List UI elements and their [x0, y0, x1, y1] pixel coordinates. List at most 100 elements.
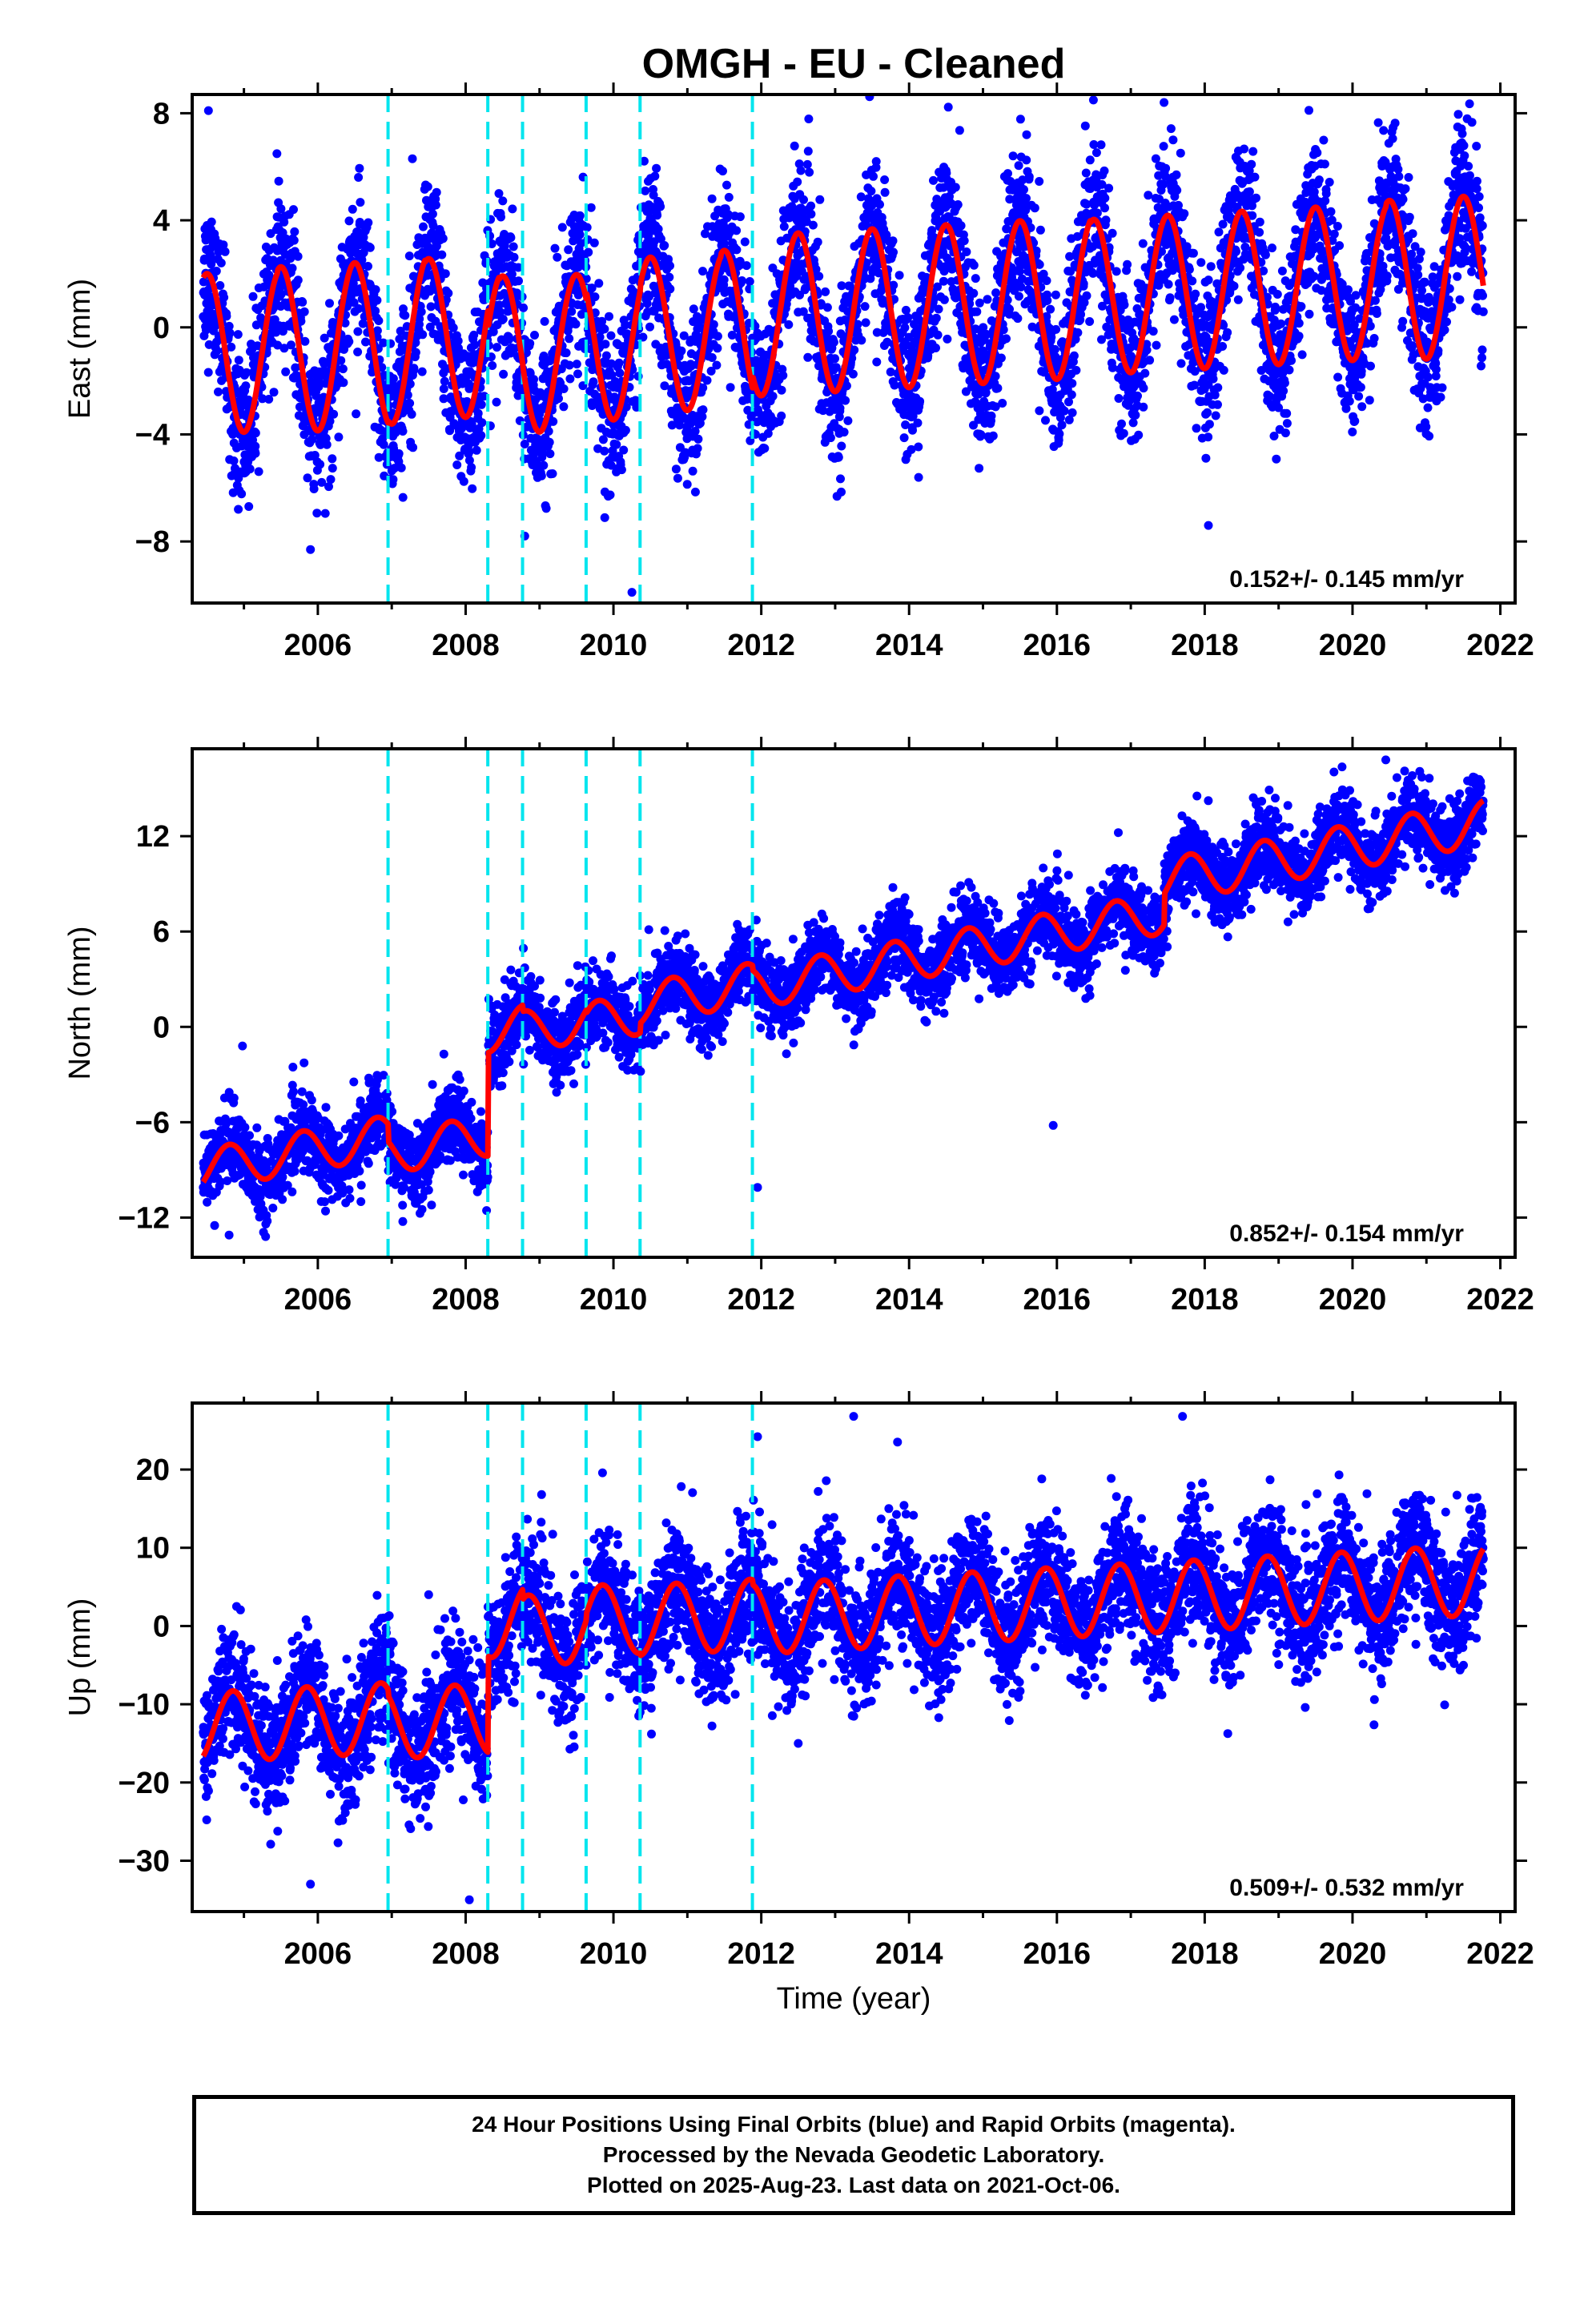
- data-point: [1287, 356, 1296, 365]
- data-point: [1280, 428, 1290, 438]
- data-point: [339, 378, 348, 388]
- data-point: [211, 267, 221, 275]
- data-point: [573, 369, 582, 379]
- data-point: [805, 167, 814, 177]
- data-point: [344, 337, 354, 346]
- data-point: [621, 320, 630, 330]
- data-point: [793, 177, 802, 187]
- data-point: [439, 384, 448, 393]
- data-points: [199, 94, 1488, 597]
- data-point: [476, 400, 486, 409]
- data-point: [505, 335, 514, 344]
- data-point: [1014, 292, 1023, 301]
- data-point: [437, 250, 447, 259]
- data-point: [1172, 186, 1182, 195]
- data-point: [875, 199, 884, 209]
- data-point: [473, 408, 483, 418]
- data-point: [664, 255, 673, 264]
- data-point: [953, 200, 963, 209]
- data-point: [777, 385, 786, 395]
- data-point: [1035, 259, 1044, 269]
- data-point: [258, 394, 267, 404]
- data-point: [264, 395, 274, 404]
- data-point: [689, 304, 698, 314]
- data-point: [653, 224, 663, 234]
- data-point: [888, 236, 898, 246]
- data-point: [1022, 130, 1031, 139]
- data-point: [814, 271, 824, 281]
- data-point: [1140, 368, 1150, 378]
- data-point: [1067, 390, 1076, 400]
- data-point: [1067, 408, 1077, 417]
- data-point: [316, 460, 325, 469]
- data-point: [371, 285, 380, 295]
- data-point: [799, 195, 808, 204]
- data-point: [379, 338, 388, 348]
- data-point: [328, 454, 337, 464]
- data-point: [1100, 203, 1109, 213]
- data-point: [735, 212, 745, 222]
- data-point: [1176, 359, 1186, 368]
- data-point: [803, 147, 813, 156]
- data-point: [1051, 290, 1060, 300]
- data-point: [1204, 432, 1213, 442]
- data-point: [698, 383, 708, 392]
- data-point: [808, 220, 818, 230]
- data-point: [1138, 239, 1148, 248]
- data-point: [590, 292, 600, 302]
- data-point: [606, 460, 616, 470]
- data-point: [600, 513, 609, 522]
- data-point: [438, 234, 448, 243]
- data-point: [835, 404, 845, 413]
- data-point: [241, 381, 251, 391]
- data-point: [537, 471, 546, 480]
- data-point: [1159, 142, 1168, 151]
- data-point: [336, 356, 346, 365]
- data-point: [1120, 300, 1129, 310]
- data-point: [861, 318, 870, 328]
- data-point: [1152, 340, 1161, 350]
- data-point: [1088, 95, 1098, 105]
- data-point: [690, 427, 700, 436]
- data-point: [1219, 365, 1228, 375]
- data-point: [398, 427, 408, 436]
- data-point: [1305, 106, 1313, 115]
- data-point: [1218, 342, 1228, 351]
- data-point: [248, 292, 258, 301]
- data-point: [649, 191, 658, 200]
- data-point: [251, 428, 260, 438]
- data-point: [988, 431, 998, 440]
- data-point: [364, 262, 372, 271]
- data-point: [1088, 268, 1098, 278]
- data-point: [425, 322, 435, 332]
- data-point: [1165, 293, 1175, 303]
- data-point: [567, 307, 577, 316]
- data-point: [1204, 420, 1214, 429]
- data-point: [1100, 166, 1109, 175]
- data-point: [760, 444, 770, 453]
- data-point: [1142, 345, 1152, 355]
- data-point: [234, 356, 243, 365]
- data-point: [400, 311, 410, 320]
- data-point: [388, 475, 398, 485]
- data-point: [229, 456, 239, 465]
- data-point: [1213, 383, 1223, 392]
- data-point: [1250, 172, 1260, 182]
- data-point: [557, 223, 567, 232]
- data-point: [271, 328, 281, 337]
- data-point: [975, 464, 984, 473]
- data-point: [1015, 115, 1025, 124]
- data-point: [571, 320, 581, 329]
- data-point: [667, 420, 677, 430]
- data-point: [1030, 203, 1039, 213]
- data-point: [1232, 247, 1240, 256]
- data-point: [1164, 279, 1173, 289]
- data-point: [991, 372, 1000, 381]
- data-point: [496, 212, 505, 222]
- data-point: [545, 449, 555, 459]
- data-point: [455, 451, 464, 460]
- data-point: [784, 320, 794, 329]
- data-point: [355, 163, 364, 173]
- data-point: [308, 435, 316, 444]
